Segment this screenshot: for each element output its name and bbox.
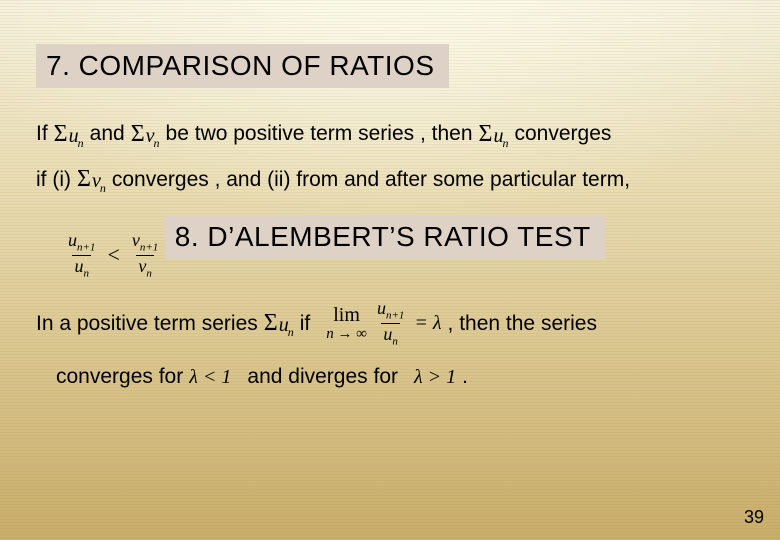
math-var: u xyxy=(68,230,77,250)
math-sub: n xyxy=(78,137,84,149)
sigma-v-n: Σ v n xyxy=(77,167,106,191)
lim-word: lim xyxy=(333,305,360,325)
math-sub: n xyxy=(392,335,398,347)
section-8-line-1: In a positive term series Σ u n if lim n… xyxy=(36,299,744,347)
less-than-icon: < xyxy=(107,242,119,268)
fraction-u: un+1 un xyxy=(375,299,406,347)
text: , then the series xyxy=(448,308,597,340)
section-7-line-2: if (i) Σ v n converges , and (ii) from a… xyxy=(36,164,744,196)
sigma-v-n: Σ v n xyxy=(131,122,160,146)
math-sub: n xyxy=(154,137,160,149)
text: . xyxy=(462,361,468,393)
lambda-gt-1: λ > 1 xyxy=(414,362,456,392)
text: converges for xyxy=(56,361,183,393)
math-sub: n xyxy=(100,182,106,194)
text: and xyxy=(90,118,125,150)
sigma-icon: Σ xyxy=(479,122,493,146)
section-7-title: 7. COMPARISON OF RATIOS xyxy=(36,44,449,88)
math-sub: n+1 xyxy=(386,310,404,322)
text: be two positive term series , then xyxy=(166,118,473,150)
sigma-u-n: Σ u n xyxy=(264,311,294,335)
ratio-inequality: un+1 un < vn+1 vn xyxy=(66,231,160,279)
lambda-lt-1: λ < 1 xyxy=(189,362,231,392)
lim-below: n → ∞ xyxy=(326,327,367,342)
text: converges , and (ii) from and after some… xyxy=(112,164,630,196)
math-sub: n+1 xyxy=(140,242,158,254)
equals-lambda: = λ xyxy=(414,308,441,338)
text: if xyxy=(300,308,311,340)
fraction-u: un+1 un xyxy=(66,231,97,279)
text: and diverges for xyxy=(247,361,398,393)
sigma-u-n: Σ u n xyxy=(479,122,509,146)
fraction-v: vn+1 vn xyxy=(130,231,160,279)
text: if (i) xyxy=(36,164,71,196)
section-8-title: 8. D’ALEMBERT’S RATIO TEST xyxy=(165,215,605,259)
limit-expression: lim n → ∞ un+1 un = λ xyxy=(326,299,441,347)
text: converges xyxy=(515,118,612,150)
sigma-icon: Σ xyxy=(131,122,145,146)
section-7-line-1: If Σ u n and Σ v n be two positive term … xyxy=(36,118,744,150)
sigma-u-n: Σ u n xyxy=(54,122,84,146)
math-var: v xyxy=(132,230,140,250)
sigma-icon: Σ xyxy=(77,167,91,191)
text: If xyxy=(36,118,48,150)
slide: 7. COMPARISON OF RATIOS If Σ u n and Σ v… xyxy=(0,0,780,540)
page-number: 39 xyxy=(744,507,764,528)
sigma-icon: Σ xyxy=(264,311,278,335)
math-var: u xyxy=(377,298,386,318)
sigma-icon: Σ xyxy=(54,122,68,146)
math-sub: n xyxy=(503,137,509,149)
math-sub: n xyxy=(288,326,294,338)
section-8-line-2: converges for λ < 1 and diverges for λ >… xyxy=(56,361,744,393)
text: In a positive term series xyxy=(36,308,258,340)
math-sub: n xyxy=(83,267,89,279)
math-sub: n xyxy=(146,267,152,279)
math-sub: n+1 xyxy=(77,242,95,254)
